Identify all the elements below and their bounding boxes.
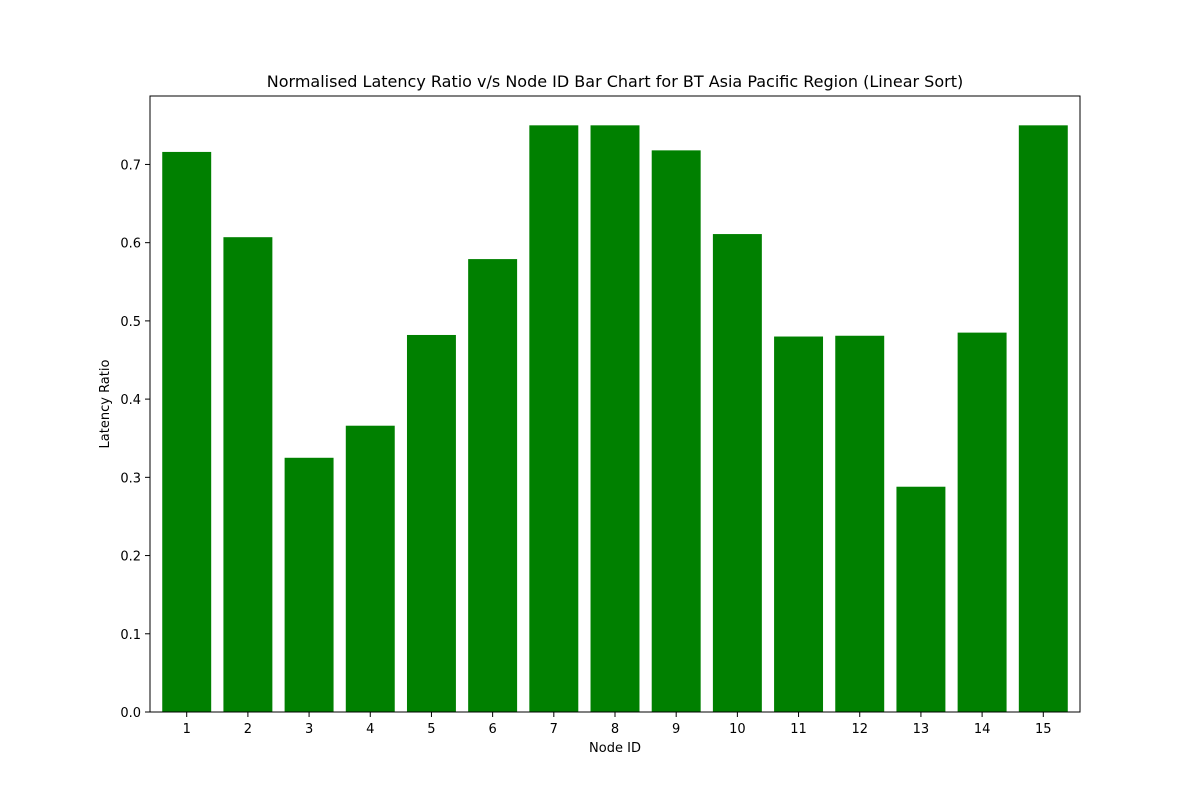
x-tick-label: 11	[790, 722, 807, 737]
bar-node-1	[162, 151, 212, 712]
bar-node-5	[406, 334, 456, 712]
bar-node-13	[896, 486, 946, 712]
x-tick-label: 5	[427, 722, 435, 737]
y-tick-label: 0.4	[120, 393, 141, 408]
chart-title: Normalised Latency Ratio v/s Node ID Bar…	[267, 72, 963, 91]
y-tick-label: 0.0	[120, 706, 141, 721]
bar-node-12	[835, 335, 885, 712]
plot-area-frame	[149, 95, 1081, 713]
y-tick-label: 0.1	[120, 628, 141, 643]
bar-node-15	[1018, 125, 1068, 712]
x-tick-label: 9	[672, 722, 680, 737]
y-tick-label: 0.3	[120, 471, 141, 486]
bar-node-11	[774, 336, 824, 712]
x-tick-label: 1	[183, 722, 191, 737]
x-tick-label: 7	[550, 722, 558, 737]
y-tick-label: 0.5	[120, 315, 141, 330]
x-tick-label: 3	[305, 722, 313, 737]
x-tick-label: 14	[974, 722, 991, 737]
bar-node-8	[590, 125, 640, 712]
x-tick-label: 8	[611, 722, 619, 737]
bar-node-4	[345, 425, 395, 712]
bar-node-10	[712, 234, 762, 712]
x-tick-label: 13	[913, 722, 930, 737]
bars-group	[162, 125, 1068, 713]
x-tick-label: 2	[244, 722, 252, 737]
bar-node-3	[284, 457, 334, 712]
x-tick-label: 15	[1035, 722, 1052, 737]
x-axis-ticks: 1 2 3 4 5 6 7 8 9 10 11 12 13 14 15	[183, 712, 1052, 737]
bar-node-6	[468, 259, 518, 712]
bar-node-7	[529, 125, 579, 712]
bar-node-9	[651, 150, 701, 713]
x-tick-label: 12	[851, 722, 868, 737]
y-tick-label: 0.2	[120, 550, 141, 565]
bar-node-14	[957, 332, 1007, 712]
x-tick-label: 4	[366, 722, 374, 737]
y-tick-label: 0.6	[120, 237, 141, 252]
x-axis-label: Node ID	[589, 741, 641, 756]
y-axis-label: Latency Ratio	[98, 360, 113, 449]
x-tick-label: 10	[729, 722, 746, 737]
bar-node-2	[223, 237, 273, 712]
y-axis-ticks: 0.0 0.1 0.2 0.3 0.4 0.5 0.6 0.7	[120, 158, 150, 721]
y-tick-label: 0.7	[120, 158, 141, 173]
x-tick-label: 6	[488, 722, 496, 737]
